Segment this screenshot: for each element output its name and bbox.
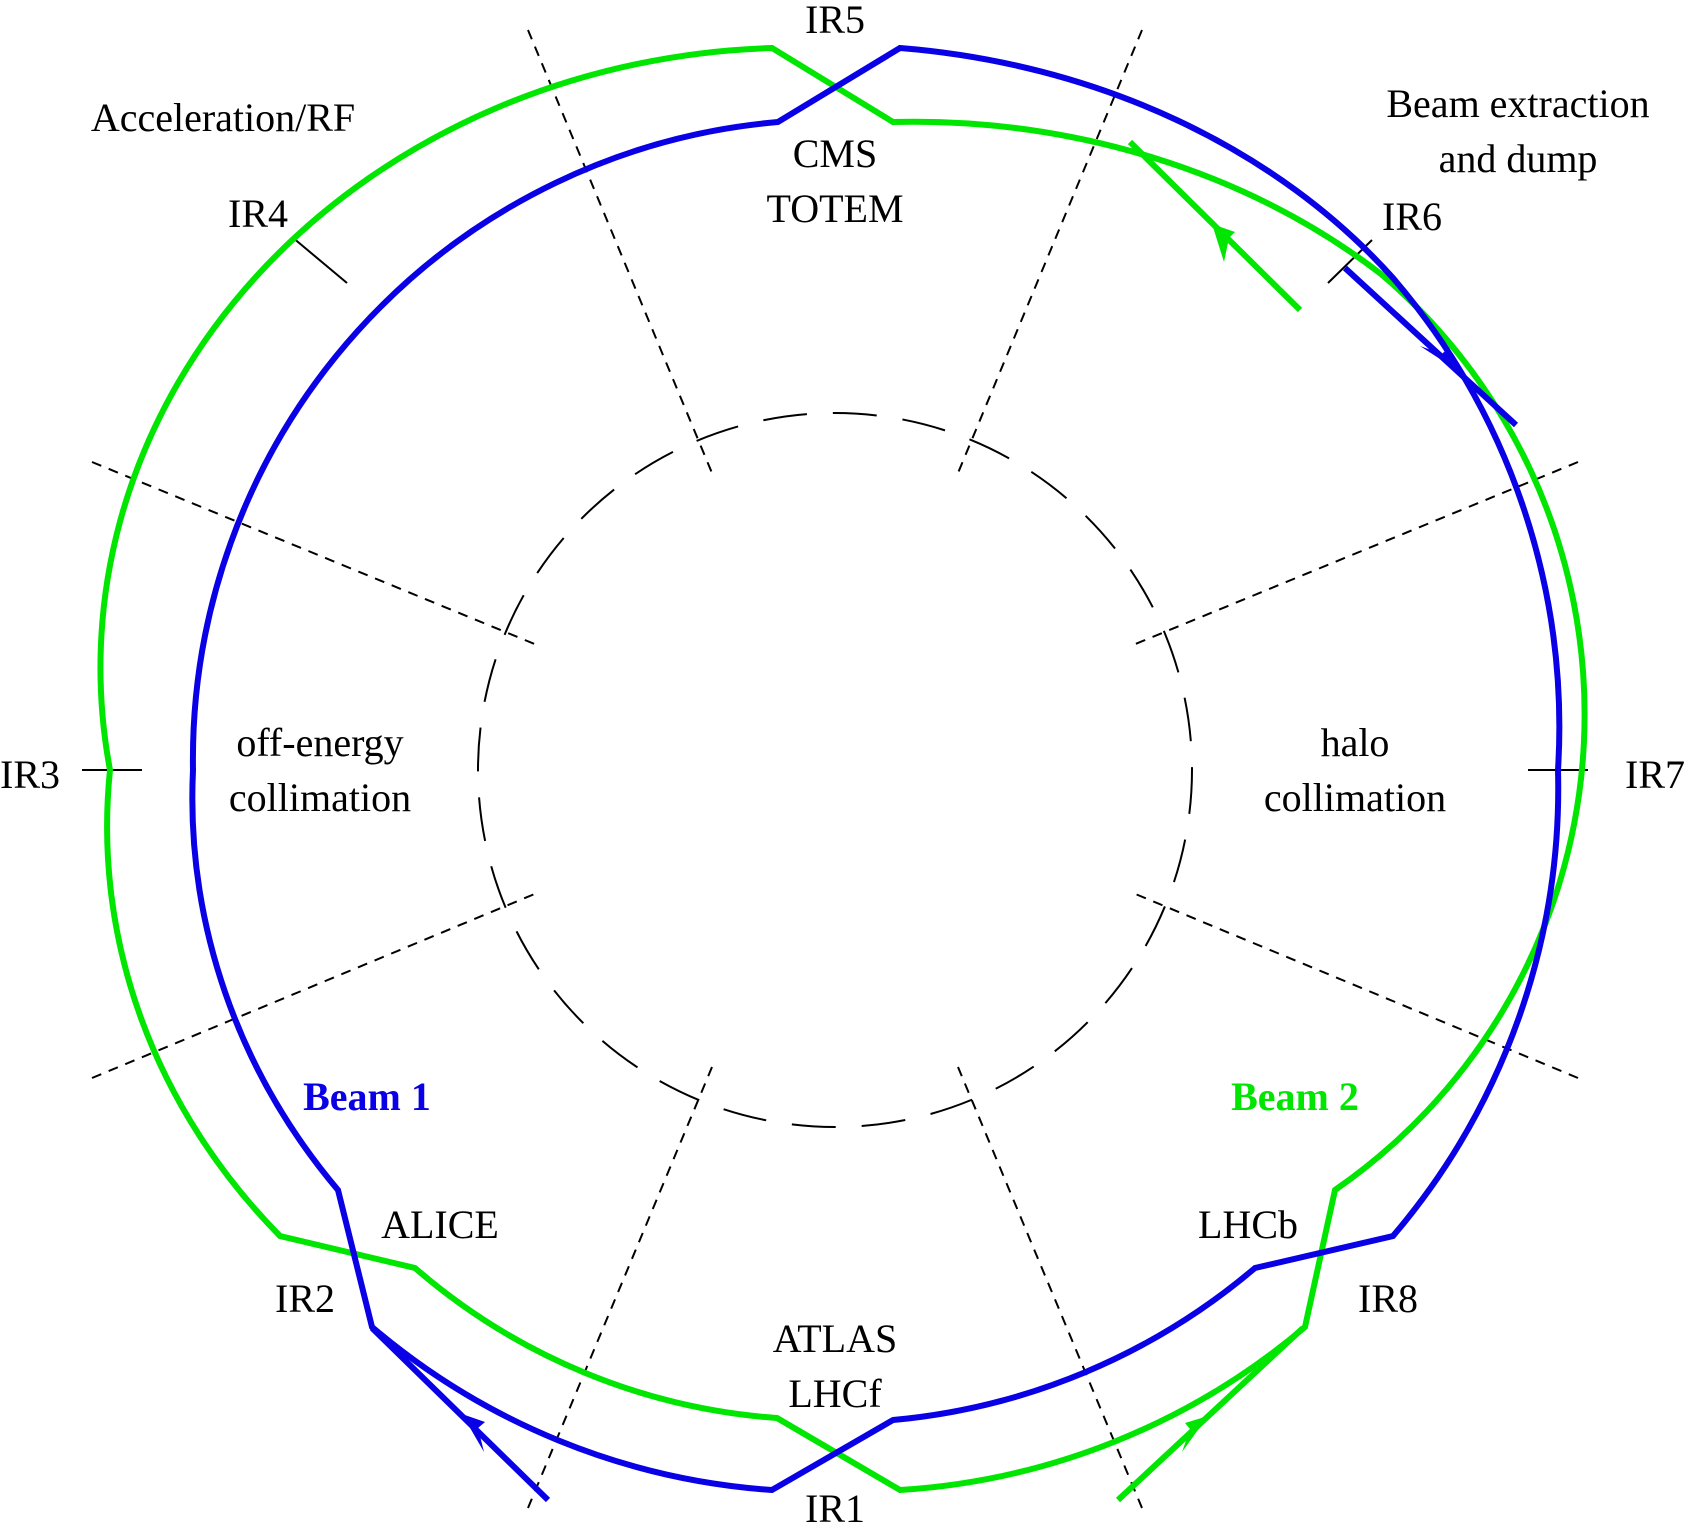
lhcb-label: LHCb bbox=[1198, 1202, 1298, 1247]
ir8-label: IR8 bbox=[1358, 1276, 1418, 1321]
boundary-line-left-upper bbox=[91, 461, 538, 646]
beam-extraction-label-line1: Beam extraction bbox=[1386, 81, 1649, 126]
beam2-injection bbox=[1115, 1325, 1306, 1503]
ir5-label: IR5 bbox=[805, 0, 865, 42]
ir1-label: IR1 bbox=[805, 1486, 865, 1522]
boundary-line-upper-right bbox=[957, 29, 1143, 474]
lhcf-label: LHCf bbox=[788, 1371, 882, 1416]
beam2-injection-arrowhead bbox=[1182, 1416, 1208, 1452]
ir7-label: IR7 bbox=[1625, 752, 1685, 797]
beam2-extraction-arrowhead bbox=[1212, 224, 1235, 262]
off-energy-label-line1: off-energy bbox=[236, 720, 403, 765]
ir-ticks bbox=[82, 236, 1588, 771]
ir2-label: IR2 bbox=[275, 1276, 335, 1321]
ir6-label: IR6 bbox=[1382, 194, 1442, 239]
totem-label: TOTEM bbox=[766, 186, 903, 231]
beam1-extraction-arrowhead bbox=[1420, 346, 1460, 372]
boundary-line-lower-left bbox=[527, 1066, 713, 1509]
boundary-line-right-upper bbox=[1132, 461, 1579, 646]
beam-extraction-label-line2: and dump bbox=[1439, 136, 1598, 181]
halo-label-line1: halo bbox=[1321, 720, 1390, 765]
beam1-label: Beam 1 bbox=[303, 1074, 431, 1119]
beam1-injection-line bbox=[369, 1325, 551, 1503]
beam2-extraction bbox=[1127, 139, 1303, 313]
ir4-tick bbox=[291, 236, 348, 284]
off-energy-label-line2: collimation bbox=[229, 775, 411, 820]
beam2-ring bbox=[97, 44, 1588, 1494]
beam1-extraction-line bbox=[1342, 265, 1519, 428]
octant-boundaries bbox=[91, 29, 1579, 1509]
halo-label-line2: collimation bbox=[1264, 775, 1446, 820]
inner-dashed-circle bbox=[477, 412, 1193, 1128]
ir3-label: IR3 bbox=[0, 752, 60, 797]
beam1-injection bbox=[369, 1325, 551, 1503]
cms-label: CMS bbox=[793, 131, 878, 176]
boundary-line-lower-right bbox=[957, 1066, 1143, 1509]
beam2-label: Beam 2 bbox=[1231, 1074, 1359, 1119]
acceleration-rf-label: Acceleration/RF bbox=[91, 95, 355, 140]
boundary-line-left-lower bbox=[91, 892, 538, 1079]
boundary-line-upper-left bbox=[527, 29, 713, 474]
ir4-label: IR4 bbox=[228, 191, 288, 236]
atlas-label: ATLAS bbox=[773, 1316, 897, 1361]
beam1-injection-arrowhead bbox=[462, 1414, 485, 1452]
beam2-injection-line bbox=[1115, 1325, 1306, 1503]
alice-label: ALICE bbox=[381, 1202, 499, 1247]
beam1-ring bbox=[189, 44, 1563, 1494]
boundary-line-right-lower bbox=[1132, 892, 1579, 1079]
beam1-extraction bbox=[1342, 265, 1519, 428]
